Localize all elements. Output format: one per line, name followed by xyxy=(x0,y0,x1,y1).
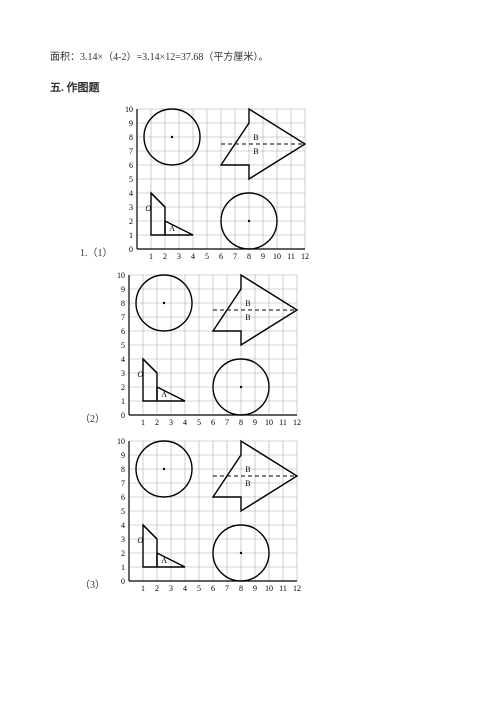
svg-text:12: 12 xyxy=(293,584,301,593)
figure-row: （3）012345678910123456789101112BBOA xyxy=(80,437,450,595)
svg-text:B: B xyxy=(253,133,258,142)
figure-label: （2） xyxy=(80,410,105,429)
svg-text:B: B xyxy=(245,299,250,308)
svg-text:9: 9 xyxy=(253,584,257,593)
figure-svg-holder: 012345678910123456789101112BBOA xyxy=(111,271,301,429)
figures-container: 1.（1）012345678910123456789101112BBOA（2）0… xyxy=(50,105,450,595)
svg-text:B: B xyxy=(245,313,250,322)
svg-text:7: 7 xyxy=(129,147,133,156)
svg-text:A: A xyxy=(161,390,167,399)
svg-text:1: 1 xyxy=(149,252,153,261)
svg-text:1: 1 xyxy=(129,231,133,240)
svg-text:8: 8 xyxy=(247,252,251,261)
svg-text:5: 5 xyxy=(121,341,125,350)
svg-text:B: B xyxy=(245,479,250,488)
svg-text:2: 2 xyxy=(163,252,167,261)
svg-text:9: 9 xyxy=(261,252,265,261)
svg-text:1: 1 xyxy=(141,584,145,593)
svg-text:8: 8 xyxy=(239,584,243,593)
svg-text:10: 10 xyxy=(117,437,125,446)
svg-text:4: 4 xyxy=(191,252,195,261)
svg-text:10: 10 xyxy=(265,418,273,427)
svg-text:5: 5 xyxy=(129,175,133,184)
svg-text:10: 10 xyxy=(125,105,133,114)
svg-text:2: 2 xyxy=(121,383,125,392)
svg-text:11: 11 xyxy=(287,252,295,261)
section-title: 五. 作图题 xyxy=(50,79,450,95)
svg-text:12: 12 xyxy=(293,418,301,427)
svg-text:4: 4 xyxy=(121,355,125,364)
svg-text:7: 7 xyxy=(225,418,229,427)
svg-text:4: 4 xyxy=(183,418,187,427)
svg-text:9: 9 xyxy=(253,418,257,427)
svg-text:0: 0 xyxy=(121,411,125,420)
grid-chart: 012345678910123456789101112BBOA xyxy=(111,271,301,429)
svg-text:9: 9 xyxy=(121,285,125,294)
svg-text:9: 9 xyxy=(129,119,133,128)
svg-text:6: 6 xyxy=(211,584,215,593)
svg-text:7: 7 xyxy=(121,313,125,322)
figure-svg-holder: 012345678910123456789101112BBOA xyxy=(119,105,309,263)
svg-text:3: 3 xyxy=(169,418,173,427)
svg-text:8: 8 xyxy=(239,418,243,427)
svg-text:7: 7 xyxy=(225,584,229,593)
figure-label: （3） xyxy=(80,576,105,595)
svg-text:2: 2 xyxy=(121,549,125,558)
svg-text:8: 8 xyxy=(129,133,133,142)
svg-text:10: 10 xyxy=(265,584,273,593)
svg-text:0: 0 xyxy=(121,577,125,586)
svg-text:2: 2 xyxy=(155,418,159,427)
svg-text:5: 5 xyxy=(121,507,125,516)
svg-text:1: 1 xyxy=(121,397,125,406)
svg-text:4: 4 xyxy=(183,584,187,593)
svg-text:1: 1 xyxy=(121,563,125,572)
intro-text: 面积：3.14×（4-2）=3.14×12=37.68（平方厘米）。 xyxy=(50,48,450,63)
figure-label: 1.（1） xyxy=(80,244,113,263)
svg-text:O: O xyxy=(137,536,143,545)
figure-svg-holder: 012345678910123456789101112BBOA xyxy=(111,437,301,595)
svg-text:7: 7 xyxy=(233,252,237,261)
svg-text:3: 3 xyxy=(177,252,181,261)
svg-text:8: 8 xyxy=(121,299,125,308)
svg-text:6: 6 xyxy=(219,252,223,261)
svg-text:12: 12 xyxy=(301,252,309,261)
svg-text:5: 5 xyxy=(197,584,201,593)
figure-row: 1.（1）012345678910123456789101112BBOA xyxy=(80,105,450,263)
svg-text:3: 3 xyxy=(121,369,125,378)
svg-text:6: 6 xyxy=(129,161,133,170)
svg-text:6: 6 xyxy=(121,327,125,336)
svg-text:7: 7 xyxy=(121,479,125,488)
svg-text:6: 6 xyxy=(121,493,125,502)
svg-text:4: 4 xyxy=(129,189,133,198)
svg-text:0: 0 xyxy=(129,245,133,254)
svg-text:10: 10 xyxy=(273,252,281,261)
svg-text:3: 3 xyxy=(129,203,133,212)
figure-row: （2）012345678910123456789101112BBOA xyxy=(80,271,450,429)
svg-text:2: 2 xyxy=(129,217,133,226)
svg-text:3: 3 xyxy=(169,584,173,593)
svg-text:B: B xyxy=(253,147,258,156)
svg-text:2: 2 xyxy=(155,584,159,593)
svg-text:3: 3 xyxy=(121,535,125,544)
svg-text:10: 10 xyxy=(117,271,125,280)
svg-text:O: O xyxy=(145,204,151,213)
svg-text:5: 5 xyxy=(205,252,209,261)
svg-text:9: 9 xyxy=(121,451,125,460)
svg-text:11: 11 xyxy=(279,418,287,427)
svg-text:8: 8 xyxy=(121,465,125,474)
svg-text:A: A xyxy=(161,556,167,565)
svg-text:O: O xyxy=(137,370,143,379)
svg-text:B: B xyxy=(245,465,250,474)
grid-chart: 012345678910123456789101112BBOA xyxy=(119,105,309,263)
svg-text:1: 1 xyxy=(141,418,145,427)
svg-text:4: 4 xyxy=(121,521,125,530)
svg-text:6: 6 xyxy=(211,418,215,427)
svg-text:A: A xyxy=(169,224,175,233)
svg-text:5: 5 xyxy=(197,418,201,427)
svg-text:11: 11 xyxy=(279,584,287,593)
grid-chart: 012345678910123456789101112BBOA xyxy=(111,437,301,595)
